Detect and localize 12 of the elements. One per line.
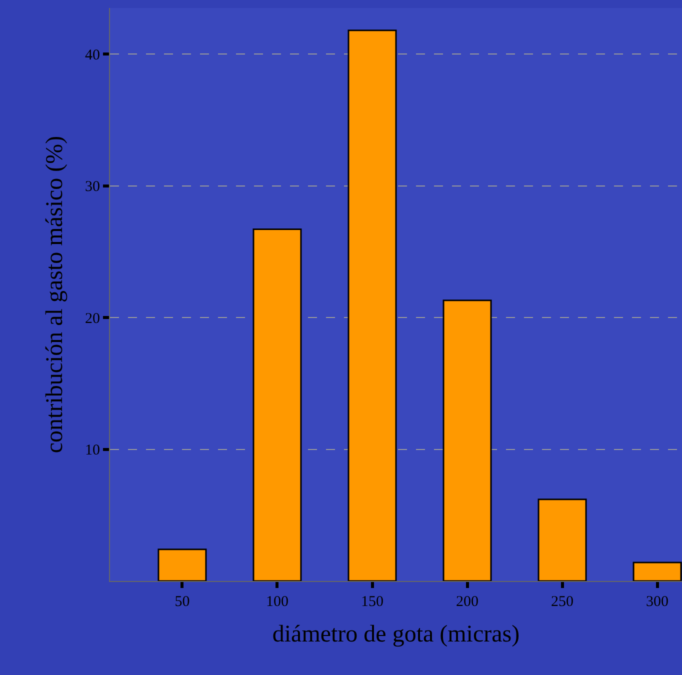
x-tick-label: 200: [456, 594, 479, 610]
y-tick-label: 30: [85, 179, 100, 196]
x-tick-label: 150: [361, 594, 384, 610]
x-axis-title: diámetro de gota (micras): [272, 621, 520, 648]
x-tick-label: 300: [646, 594, 669, 610]
x-tick-label: 100: [266, 594, 288, 610]
y-tick-label: 10: [85, 442, 100, 459]
y-tick-label: 40: [85, 47, 100, 64]
y-axis-title: contribución al gasto másico (%): [42, 136, 68, 454]
y-tick-label: 20: [85, 310, 100, 327]
x-tick-label: 250: [551, 594, 574, 610]
x-tick-label: 50: [174, 594, 190, 610]
